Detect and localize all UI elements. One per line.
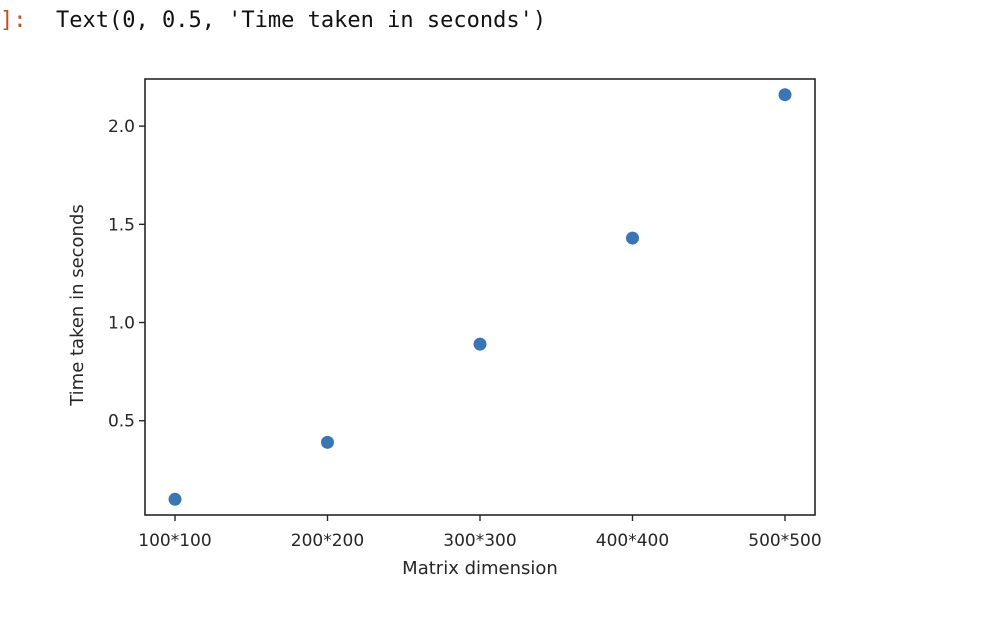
y-tick-label: 2.0 bbox=[108, 117, 135, 137]
x-tick-label: 500*500 bbox=[748, 531, 821, 551]
data-point bbox=[778, 88, 792, 102]
y-tick-label: 1.0 bbox=[108, 314, 135, 334]
y-tick-label: 1.5 bbox=[108, 215, 135, 235]
data-point bbox=[473, 337, 487, 351]
y-axis-label: Time taken in seconds bbox=[67, 204, 88, 407]
x-axis-label: Matrix dimension bbox=[402, 558, 558, 579]
x-tick-label: 300*300 bbox=[443, 531, 516, 551]
x-tick-label: 100*100 bbox=[138, 531, 211, 551]
x-axis: 100*100 200*200 300*300 400*400 500*500 bbox=[138, 515, 822, 551]
data-point bbox=[626, 231, 639, 245]
y-axis: 0.5 1.0 1.5 2.0 bbox=[108, 117, 145, 432]
plot-area bbox=[144, 78, 816, 516]
data-points bbox=[168, 88, 792, 506]
output-text: Text(0, 0.5, 'Time taken in seconds') bbox=[56, 8, 547, 33]
data-point bbox=[321, 435, 334, 449]
y-tick-label: 0.5 bbox=[108, 412, 135, 432]
x-tick-label: 400*400 bbox=[596, 531, 669, 551]
x-tick-label: 200*200 bbox=[291, 531, 364, 551]
data-point bbox=[168, 492, 182, 506]
output-prompt: ]: bbox=[0, 8, 27, 33]
